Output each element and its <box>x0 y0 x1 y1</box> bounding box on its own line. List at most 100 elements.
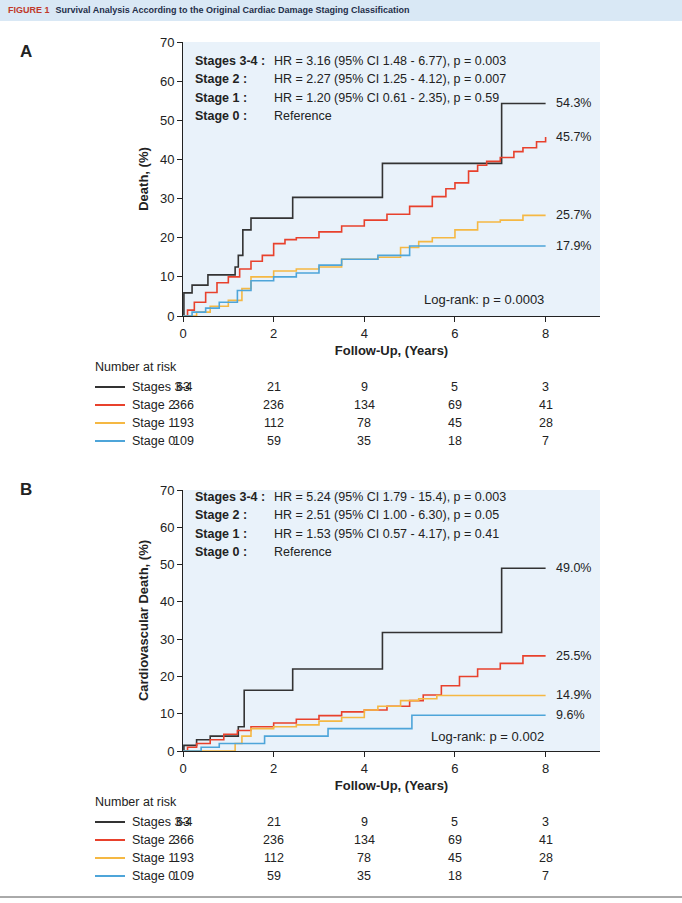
svg-text:8: 8 <box>542 761 549 776</box>
svg-text:0: 0 <box>179 326 186 341</box>
svg-text:14.9%: 14.9% <box>556 688 591 702</box>
svg-text:45: 45 <box>448 416 462 430</box>
svg-text:0: 0 <box>167 309 174 324</box>
svg-text:Stage 0: Stage 0 <box>132 869 175 883</box>
svg-text:78: 78 <box>357 416 371 430</box>
svg-text:112: 112 <box>264 851 284 865</box>
svg-text:25.5%: 25.5% <box>556 649 591 663</box>
svg-text:45.7%: 45.7% <box>556 130 591 144</box>
svg-text:Stage 1: Stage 1 <box>132 416 175 430</box>
svg-text:366: 366 <box>173 398 194 412</box>
svg-text:70: 70 <box>160 35 174 50</box>
svg-text:Stages 3-4: Stages 3-4 <box>132 380 193 394</box>
svg-text:59: 59 <box>267 434 281 448</box>
svg-text:35: 35 <box>357 869 371 883</box>
svg-text:30: 30 <box>160 191 174 206</box>
svg-text:20: 20 <box>160 669 174 684</box>
svg-text:B: B <box>20 480 32 499</box>
svg-text:18: 18 <box>448 434 462 448</box>
svg-text:Stages 3-4 :: Stages 3-4 : <box>195 54 265 68</box>
svg-text:41: 41 <box>539 833 553 847</box>
svg-text:50: 50 <box>160 113 174 128</box>
svg-text:60: 60 <box>160 520 174 535</box>
svg-text:Number at risk: Number at risk <box>95 795 177 809</box>
svg-text:236: 236 <box>263 833 284 847</box>
svg-text:193: 193 <box>173 416 194 430</box>
svg-text:41: 41 <box>539 398 553 412</box>
svg-text:78: 78 <box>357 851 371 865</box>
svg-text:Log-rank: p = 0.0003: Log-rank: p = 0.0003 <box>424 292 544 307</box>
svg-text:7: 7 <box>542 869 549 883</box>
svg-text:Stage 2 :: Stage 2 : <box>195 508 247 522</box>
svg-text:366: 366 <box>173 833 194 847</box>
svg-text:Stage 2 :: Stage 2 : <box>195 72 247 86</box>
svg-text:28: 28 <box>539 851 553 865</box>
svg-text:Follow-Up, (Years): Follow-Up, (Years) <box>335 778 448 793</box>
svg-text:Death, (%): Death, (%) <box>136 147 151 211</box>
svg-text:236: 236 <box>263 398 284 412</box>
svg-text:Stage 1 :: Stage 1 : <box>195 527 247 541</box>
svg-text:134: 134 <box>354 398 375 412</box>
svg-text:63: 63 <box>176 815 190 829</box>
svg-text:60: 60 <box>160 74 174 89</box>
svg-text:Reference: Reference <box>274 109 332 123</box>
svg-text:20: 20 <box>160 230 174 245</box>
svg-text:45: 45 <box>448 851 462 865</box>
svg-text:Reference: Reference <box>274 545 332 559</box>
svg-text:7: 7 <box>542 434 549 448</box>
svg-text:63: 63 <box>176 380 190 394</box>
svg-text:Follow-Up, (Years): Follow-Up, (Years) <box>335 343 448 358</box>
svg-text:193: 193 <box>173 851 194 865</box>
svg-text:Stages 3-4 :: Stages 3-4 : <box>195 490 265 504</box>
svg-text:10: 10 <box>160 706 174 721</box>
svg-text:21: 21 <box>267 380 281 394</box>
svg-text:HR = 5.24 (95% CI 1.79 - 15.4): HR = 5.24 (95% CI 1.79 - 15.4), p = 0.00… <box>274 490 506 504</box>
svg-text:Stage 0 :: Stage 0 : <box>195 109 247 123</box>
svg-text:Log-rank: p = 0.002: Log-rank: p = 0.002 <box>431 729 544 744</box>
svg-text:109: 109 <box>173 434 194 448</box>
svg-text:3: 3 <box>542 815 549 829</box>
svg-text:49.0%: 49.0% <box>556 561 591 575</box>
svg-text:54.3%: 54.3% <box>556 96 591 110</box>
svg-text:6: 6 <box>451 761 458 776</box>
svg-text:HR = 1.20 (95% CI 0.61 - 2.35): HR = 1.20 (95% CI 0.61 - 2.35), p = 0.59 <box>274 91 499 105</box>
svg-text:Stage 1: Stage 1 <box>132 851 175 865</box>
svg-text:40: 40 <box>160 594 174 609</box>
svg-text:HR = 3.16 (95% CI 1.48 - 6.77): HR = 3.16 (95% CI 1.48 - 6.77), p = 0.00… <box>274 54 506 68</box>
svg-text:69: 69 <box>448 833 462 847</box>
svg-text:134: 134 <box>354 833 375 847</box>
svg-text:30: 30 <box>160 632 174 647</box>
svg-text:9.6%: 9.6% <box>556 708 585 722</box>
svg-text:25.7%: 25.7% <box>556 208 591 222</box>
svg-text:69: 69 <box>448 398 462 412</box>
svg-text:59: 59 <box>267 869 281 883</box>
svg-text:2: 2 <box>270 761 277 776</box>
svg-text:Number at risk: Number at risk <box>95 360 177 374</box>
svg-text:Stage 2: Stage 2 <box>132 398 175 412</box>
svg-text:40: 40 <box>160 152 174 167</box>
svg-text:70: 70 <box>160 483 174 498</box>
svg-text:Cardiovascular Death, (%): Cardiovascular Death, (%) <box>136 540 151 701</box>
svg-text:35: 35 <box>357 434 371 448</box>
svg-text:HR = 1.53 (95% CI 0.57 - 4.17): HR = 1.53 (95% CI 0.57 - 4.17), p = 0.41 <box>274 527 499 541</box>
svg-text:17.9%: 17.9% <box>556 239 591 253</box>
svg-text:0: 0 <box>167 744 174 759</box>
svg-text:4: 4 <box>361 326 368 341</box>
svg-text:HR = 2.27 (95% CI 1.25 - 4.12): HR = 2.27 (95% CI 1.25 - 4.12), p = 0.00… <box>274 72 506 86</box>
svg-text:4: 4 <box>361 761 368 776</box>
svg-text:Stage 0 :: Stage 0 : <box>195 545 247 559</box>
svg-text:10: 10 <box>160 269 174 284</box>
svg-text:Stages 3-4: Stages 3-4 <box>132 815 193 829</box>
svg-text:50: 50 <box>160 557 174 572</box>
svg-text:3: 3 <box>542 380 549 394</box>
svg-text:18: 18 <box>448 869 462 883</box>
svg-text:109: 109 <box>173 869 194 883</box>
svg-text:Stage 0: Stage 0 <box>132 434 175 448</box>
svg-text:5: 5 <box>451 815 458 829</box>
svg-text:9: 9 <box>361 380 368 394</box>
svg-text:28: 28 <box>539 416 553 430</box>
svg-text:A: A <box>20 42 32 61</box>
svg-text:9: 9 <box>361 815 368 829</box>
svg-text:Stage 2: Stage 2 <box>132 833 175 847</box>
svg-text:2: 2 <box>270 326 277 341</box>
